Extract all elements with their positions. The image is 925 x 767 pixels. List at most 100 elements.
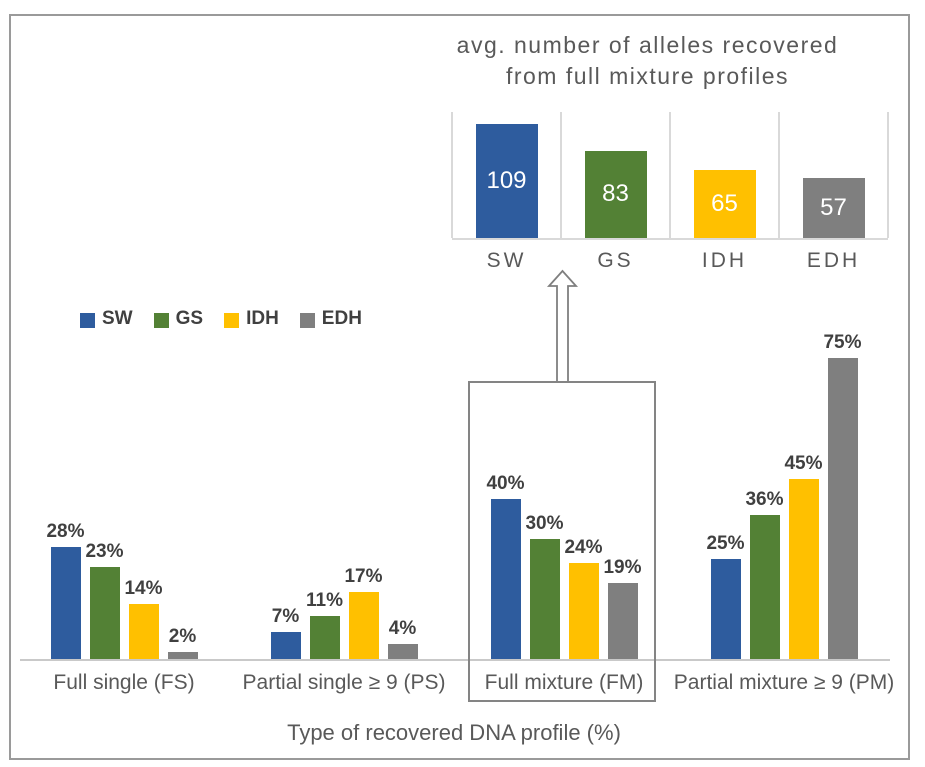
- bar-value-label: 14%: [124, 577, 163, 599]
- inset-gridline: [560, 112, 562, 238]
- bar-gs: [309, 615, 340, 660]
- main-plot-area: 28% 23% 14% 2% 7% 11% 17% 4% 40% 30% 24% 19% 25% 36% 4…: [14, 330, 894, 660]
- category-label-text: Full single (FS): [53, 671, 195, 694]
- legend-swatch-icon: [224, 312, 240, 328]
- bar-value-label: 2%: [168, 625, 197, 647]
- bar-edh: [607, 583, 638, 660]
- bar-cell: 19%: [603, 557, 642, 660]
- inset-chart-title-line2: from full mixture profiles: [505, 63, 790, 89]
- category-label-text: Full mixture (FM): [484, 671, 644, 694]
- bar-cell: 23%: [85, 541, 124, 660]
- bar-gs: [749, 514, 780, 660]
- bar-cell: 14%: [124, 577, 163, 660]
- category-label-text: Partial mixture ≥ 9 (PM): [673, 671, 895, 694]
- x-axis-title: Type of recovered DNA profile (%): [287, 720, 621, 745]
- inset-gridline: [451, 112, 453, 238]
- bar-sw: [270, 631, 301, 660]
- bar-idh: [348, 591, 379, 660]
- legend-label: EDH: [321, 308, 362, 329]
- legend-item-sw: SW: [80, 308, 133, 330]
- bar-value-label: 28%: [46, 521, 85, 543]
- bar-cell: 7%: [270, 605, 301, 660]
- legend-swatch-icon: [299, 312, 315, 328]
- bar-cell: 17%: [344, 565, 383, 660]
- inset-chart-title: avg. number of alleles recovered from fu…: [415, 30, 880, 92]
- bar-group: 7% 11% 17% 4%: [234, 330, 454, 660]
- bar-value-label: 11%: [306, 589, 343, 611]
- bar-cell: 24%: [564, 537, 603, 660]
- inset-bar-value-label: 65: [711, 189, 738, 217]
- x-axis-line: [20, 659, 890, 661]
- bar-cell: 25%: [706, 533, 745, 660]
- legend-swatch-icon: [153, 312, 169, 328]
- bar-value-label: 36%: [745, 488, 784, 510]
- inset-bar-gs: 83: [584, 150, 647, 238]
- bar-edh: [827, 357, 858, 660]
- inset-bar-value-label: 83: [602, 180, 629, 208]
- bar-idh: [568, 563, 599, 660]
- bar-sw: [50, 547, 81, 660]
- bar-cell: 4%: [387, 617, 418, 660]
- bar-cell: 11%: [306, 589, 343, 660]
- inset-plot-area: 109 83 65 57: [451, 112, 889, 240]
- bar-cell: 40%: [486, 472, 525, 660]
- category-label: Full mixture (FM): [454, 671, 674, 695]
- legend-swatch-icon: [80, 312, 95, 328]
- bar-idh: [788, 478, 819, 660]
- bar-gs: [529, 539, 560, 660]
- inset-category-labels: SW GS IDH EDH: [452, 249, 888, 273]
- bar-group: 25% 36% 45% 75%: [674, 330, 894, 660]
- bar-value-label: 45%: [784, 452, 823, 474]
- bar-value-label: 24%: [564, 537, 603, 559]
- category-label: Partial mixture ≥ 9 (PM): [674, 671, 894, 695]
- bar-edh: [167, 651, 198, 660]
- bar-sw: [710, 559, 741, 660]
- bar-group: 28% 23% 14% 2%: [14, 330, 234, 660]
- inset-category-label: IDH: [701, 249, 748, 272]
- bar-value-label: 17%: [344, 565, 383, 587]
- bar-value-label: 23%: [85, 541, 124, 563]
- bar-value-label: 30%: [525, 513, 564, 535]
- inset-category-label: EDH: [806, 249, 861, 272]
- inset-bar-value-label: 109: [486, 166, 527, 194]
- legend-item-gs: GS: [153, 308, 204, 330]
- inset-chart-title-line1: avg. number of alleles recovered: [456, 32, 839, 58]
- legend-item-idh: IDH: [224, 308, 279, 330]
- bar-value-label: 40%: [486, 472, 525, 494]
- category-label: Partial single ≥ 9 (PS): [234, 671, 454, 695]
- chart-frame: [9, 14, 910, 760]
- inset-gridline: [887, 112, 889, 238]
- inset-gridline: [778, 112, 780, 238]
- inset-gridline: [669, 112, 671, 238]
- bar-cell: 28%: [46, 521, 85, 660]
- bar-sw: [490, 498, 521, 660]
- bar-cell: 30%: [525, 513, 564, 660]
- bar-cell: 75%: [823, 331, 862, 660]
- legend-label: GS: [175, 308, 204, 329]
- bar-cell: 45%: [784, 452, 823, 660]
- category-label-text: Partial single ≥ 9 (PS): [242, 671, 446, 694]
- inset-category-label: GS: [597, 249, 634, 272]
- category-label: Full single (FS): [14, 671, 234, 695]
- bar-cell: 2%: [167, 625, 198, 660]
- bar-value-label: 75%: [823, 331, 862, 353]
- bar-value-label: 19%: [603, 557, 642, 579]
- inset-bar-edh: 57: [802, 178, 865, 238]
- bar-gs: [89, 567, 120, 660]
- legend-label: IDH: [246, 308, 279, 329]
- main-category-labels: Full single (FS) Partial single ≥ 9 (PS) F…: [14, 671, 894, 695]
- legend-label: SW: [102, 308, 133, 329]
- inset-bar-sw: 109: [475, 123, 538, 238]
- legend: SW GS IDH EDH: [80, 308, 362, 330]
- inset-bar-idh: 65: [693, 169, 756, 238]
- legend-item-edh: EDH: [299, 308, 362, 330]
- inset-category-label: SW: [486, 249, 527, 272]
- bar-idh: [128, 603, 159, 660]
- bar-value-label: 4%: [388, 617, 417, 639]
- bar-edh: [387, 643, 418, 660]
- bar-cell: 36%: [745, 488, 784, 660]
- bar-value-label: 7%: [271, 605, 300, 627]
- bar-group: 40% 30% 24% 19%: [454, 330, 674, 660]
- bar-value-label: 25%: [706, 533, 745, 555]
